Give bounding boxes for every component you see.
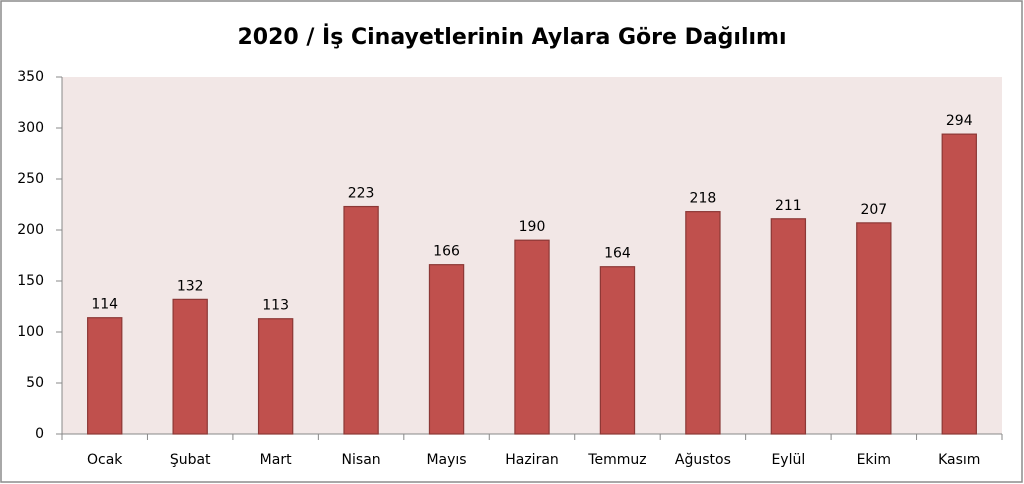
x-tick-label: Ağustos xyxy=(675,452,731,468)
bar xyxy=(599,266,636,435)
data-label: 294 xyxy=(946,113,973,129)
chart-title: 2020 / İş Cinayetlerinin Aylara Göre Dağ… xyxy=(237,24,786,50)
y-tick-label: 250 xyxy=(17,171,44,187)
x-tick-label: Kasım xyxy=(938,452,980,468)
y-tick-label: 350 xyxy=(17,69,44,85)
y-tick-label: 200 xyxy=(17,222,44,238)
x-tick-label: Ocak xyxy=(87,452,123,468)
data-label: 164 xyxy=(604,246,631,262)
x-tick-label: Ekim xyxy=(857,452,891,468)
y-tick-label: 100 xyxy=(17,324,44,340)
data-label: 223 xyxy=(348,186,375,202)
bar xyxy=(343,205,379,435)
data-label: 211 xyxy=(775,198,802,214)
bar xyxy=(428,264,465,435)
bar xyxy=(257,318,294,435)
data-label: 132 xyxy=(177,278,204,294)
x-tick-label: Eylül xyxy=(771,452,805,468)
bar xyxy=(941,133,977,435)
data-label: 190 xyxy=(519,219,546,235)
y-tick-label: 150 xyxy=(17,273,44,289)
x-tick-label: Nisan xyxy=(342,452,381,468)
bar xyxy=(685,211,721,435)
data-label: 207 xyxy=(860,202,887,218)
bar xyxy=(87,317,123,435)
x-tick-label: Haziran xyxy=(505,452,559,468)
y-tick-label: 300 xyxy=(17,120,44,136)
bar xyxy=(514,239,550,435)
x-tick-label: Şubat xyxy=(170,452,211,468)
bar xyxy=(172,298,208,435)
x-tick-label: Mart xyxy=(260,452,292,468)
x-tick-label: Mayıs xyxy=(426,452,466,468)
data-label: 113 xyxy=(262,298,289,314)
data-label: 218 xyxy=(690,191,717,207)
bar xyxy=(770,218,807,435)
x-tick-label: Temmuz xyxy=(587,452,646,468)
y-tick-label: 0 xyxy=(35,426,44,442)
data-label: 166 xyxy=(433,244,460,260)
data-label: 114 xyxy=(91,297,118,313)
bar xyxy=(856,222,892,435)
y-tick-label: 50 xyxy=(26,375,44,391)
